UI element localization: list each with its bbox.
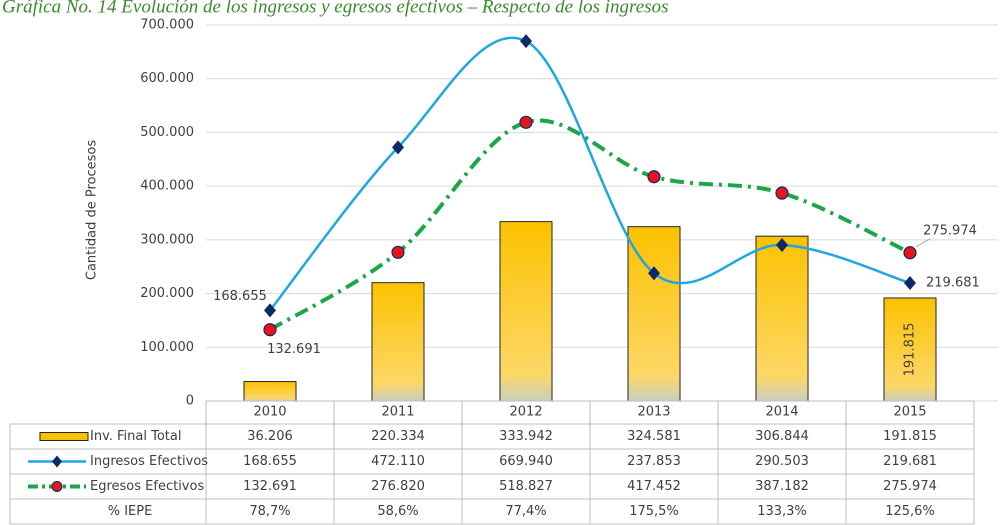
table-cell: 324.581	[627, 429, 681, 444]
marker	[392, 140, 404, 155]
legend-label: % IEPE	[108, 504, 153, 519]
data-label: 275.974	[923, 223, 977, 238]
table-cell: 290.503	[755, 454, 809, 469]
table-cell: 191.815	[883, 429, 937, 444]
data-label: 168.655	[213, 289, 267, 304]
table-cell: 333.942	[499, 429, 553, 444]
marker	[776, 237, 788, 252]
y-tick-label: 200.000	[140, 286, 194, 301]
bar	[755, 235, 809, 402]
marker	[264, 303, 276, 318]
legend-marker	[52, 455, 62, 468]
table-cell: 220.334	[371, 429, 425, 444]
legend-swatch	[39, 432, 89, 441]
marker	[263, 323, 277, 337]
chart-title: Gráfica No. 14 Evolución de los ingresos…	[2, 0, 668, 17]
leader-line	[915, 238, 931, 248]
table-cell: 518.827	[499, 479, 553, 494]
legend-label: Egresos Efectivos	[90, 479, 204, 494]
y-tick-label: 500.000	[140, 125, 194, 140]
x-tick-label: 2012	[509, 405, 542, 420]
marker	[520, 34, 532, 49]
table-cell: 132.691	[243, 479, 297, 494]
table-cell: 125,6%	[885, 504, 935, 519]
x-tick-label: 2013	[637, 405, 670, 420]
table-cell: 58,6%	[377, 504, 418, 519]
table-cell: 472.110	[371, 454, 425, 469]
table-cell: 417.452	[627, 479, 681, 494]
table-cell: 219.681	[883, 454, 937, 469]
y-tick-label: 700.000	[140, 18, 194, 33]
x-tick-label: 2011	[381, 405, 414, 420]
table-cell: 237.853	[627, 454, 681, 469]
data-label: 219.681	[926, 275, 980, 290]
y-tick-label: 100.000	[140, 340, 194, 355]
table-cell: 168.655	[243, 454, 297, 469]
table-cell: 78,7%	[249, 504, 290, 519]
table-cell: 275.974	[883, 479, 937, 494]
marker	[904, 275, 916, 290]
marker	[519, 115, 533, 129]
legend-marker	[51, 481, 63, 492]
y-tick-label: 0	[186, 394, 194, 409]
marker	[391, 245, 405, 259]
marker	[647, 170, 661, 184]
line-series	[268, 118, 911, 332]
data-label: 132.691	[267, 342, 321, 357]
table-cell: 36.206	[247, 429, 293, 444]
y-tick-label: 600.000	[140, 71, 194, 86]
legend-label: Ingresos Efectivos	[90, 454, 208, 469]
bar	[371, 282, 425, 402]
data-label: 191.815	[903, 323, 918, 377]
table-cell: 306.844	[755, 429, 809, 444]
x-tick-label: 2014	[765, 405, 798, 420]
x-tick-label: 2015	[893, 405, 926, 420]
bar	[883, 297, 937, 402]
table-cell: 669.940	[499, 454, 553, 469]
x-tick-label: 2010	[253, 405, 286, 420]
bar	[627, 226, 681, 402]
marker	[648, 266, 660, 281]
table-cell: 133,3%	[757, 504, 807, 519]
y-tick-label: 400.000	[140, 179, 194, 194]
bar	[243, 381, 297, 402]
marker	[775, 186, 789, 200]
y-axis-label: Cantidad de Procesos	[85, 140, 100, 280]
legend-label: Inv. Final Total	[90, 429, 181, 444]
table-cell: 387.182	[755, 479, 809, 494]
marker	[903, 246, 917, 260]
table-cell: 276.820	[371, 479, 425, 494]
y-tick-label: 300.000	[140, 232, 194, 247]
table-cell: 77,4%	[505, 504, 546, 519]
bar	[499, 221, 553, 402]
table-cell: 175,5%	[629, 504, 679, 519]
